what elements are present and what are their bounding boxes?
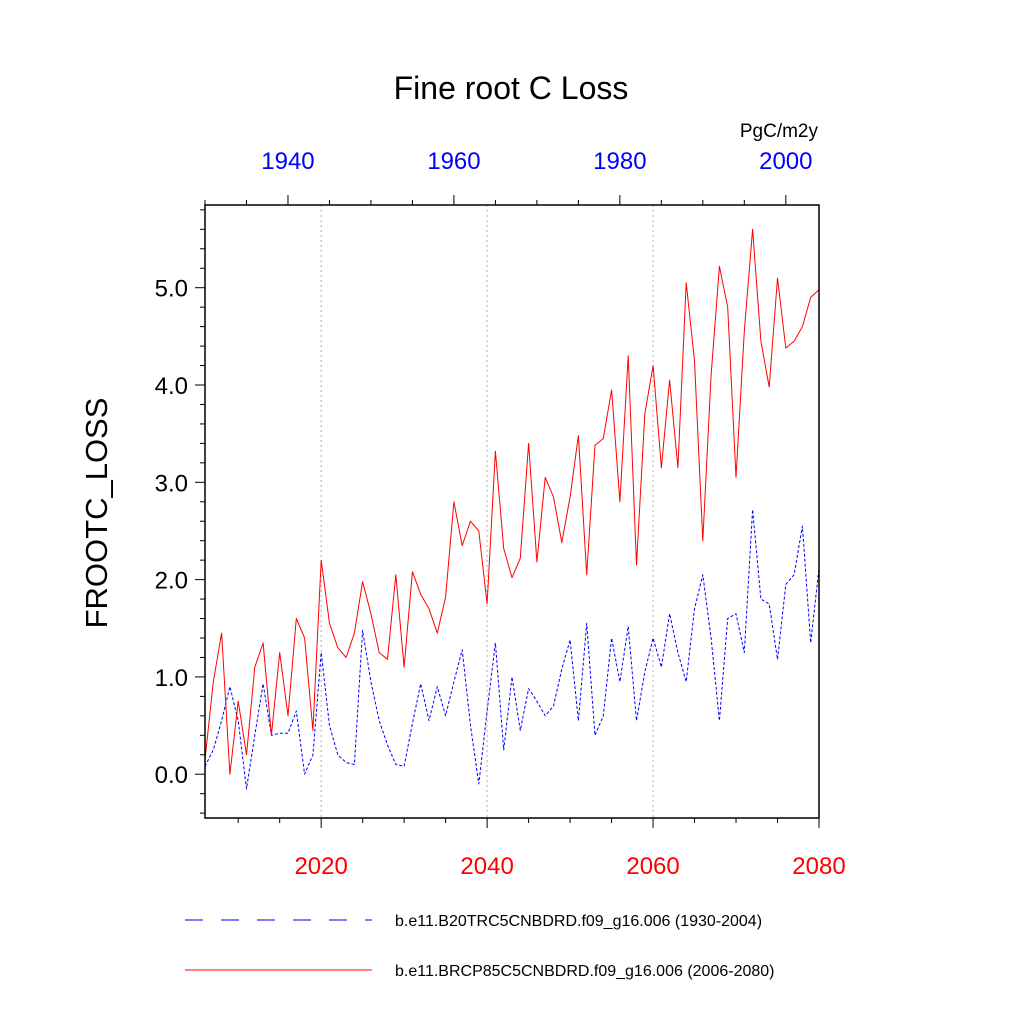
x-bottom-tick-label: 2080: [792, 853, 845, 880]
axes: 0.0 1.0 2.0 3.0 4.0 5.0 2020 2040 2060 2080 1940 19…: [155, 148, 846, 880]
legend: b.e11.B20TRC5CNBDRD.f09_g16.006 (1930-20…: [185, 913, 774, 980]
series-lines: [204, 228, 820, 790]
x-top-tick-label: 1960: [427, 148, 480, 175]
y-tick-label: 4.0: [155, 373, 188, 400]
x-top-tick-label: 1980: [593, 148, 646, 175]
x-bottom-tick-label: 2060: [626, 853, 679, 880]
x-bottom-tick-label: 2040: [460, 853, 513, 880]
units-label: PgC/m2y: [740, 121, 819, 142]
series-line-historical: [204, 509, 820, 790]
chart-title: Fine root C Loss: [394, 70, 629, 106]
y-tick-label: 1.0: [155, 665, 188, 692]
x-bottom-tick-label: 2020: [294, 853, 347, 880]
y-axis-label: FROOTC_LOSS: [79, 398, 114, 629]
legend-label: b.e11.BRCP85C5CNBDRD.f09_g16.006 (2006-2…: [395, 963, 774, 980]
series-line-rcp85: [204, 228, 820, 775]
plot-frame: [204, 204, 820, 819]
legend-label: b.e11.B20TRC5CNBDRD.f09_g16.006 (1930-20…: [395, 913, 762, 930]
y-tick-label: 3.0: [155, 470, 188, 497]
y-tick-label: 5.0: [155, 276, 188, 303]
grid-lines: [320, 205, 654, 818]
y-tick-label: 0.0: [155, 762, 188, 789]
y-tick-label: 2.0: [155, 568, 188, 595]
x-top-tick-label: 2000: [759, 148, 812, 175]
x-top-tick-label: 1940: [261, 148, 314, 175]
